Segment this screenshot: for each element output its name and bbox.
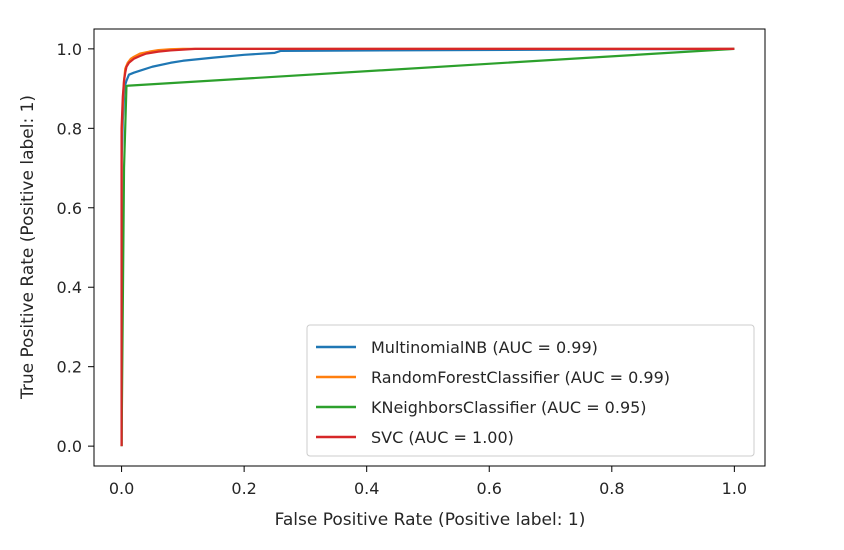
series-line-3 [120,47,735,447]
legend-label-1: RandomForestClassifier (AUC = 0.99) [371,368,670,387]
y-tick-label: 0.6 [57,199,82,218]
y-tick-label: 0.0 [57,437,82,456]
legend-label-2: KNeighborsClassifier (AUC = 0.95) [371,398,647,417]
y-tick-label: 1.0 [57,40,82,59]
x-tick-label: 0.6 [477,479,502,498]
y-tick-label: 0.2 [57,358,82,377]
legend-box [306,324,755,457]
legend-label-3: SVC (AUC = 1.00) [371,428,514,447]
y-tick-label: 0.4 [57,278,82,297]
x-tick-label: 1.0 [722,479,747,498]
legend: MultinomialNB (AUC = 0.99) RandomForestCl… [306,324,755,457]
x-ticks: 0.0 0.2 0.4 0.6 0.8 1.0 [109,466,747,498]
y-tick-label: 0.8 [57,119,82,138]
y-ticks: 0.0 0.2 0.4 0.6 0.8 1.0 [57,40,94,456]
y-axis-label: True Positive Rate (Positive label: 1) [18,95,38,400]
plot-frame [93,28,766,467]
x-tick-label: 0.2 [231,479,256,498]
x-tick-label: 0.8 [599,479,624,498]
x-tick-label: 0.4 [354,479,379,498]
plot-area [120,47,735,447]
x-tick-label: 0.0 [109,479,134,498]
x-axis-label: False Positive Rate (Positive label: 1) [275,510,586,530]
series-line-2 [120,47,735,447]
legend-label-0: MultinomialNB (AUC = 0.99) [371,338,598,357]
